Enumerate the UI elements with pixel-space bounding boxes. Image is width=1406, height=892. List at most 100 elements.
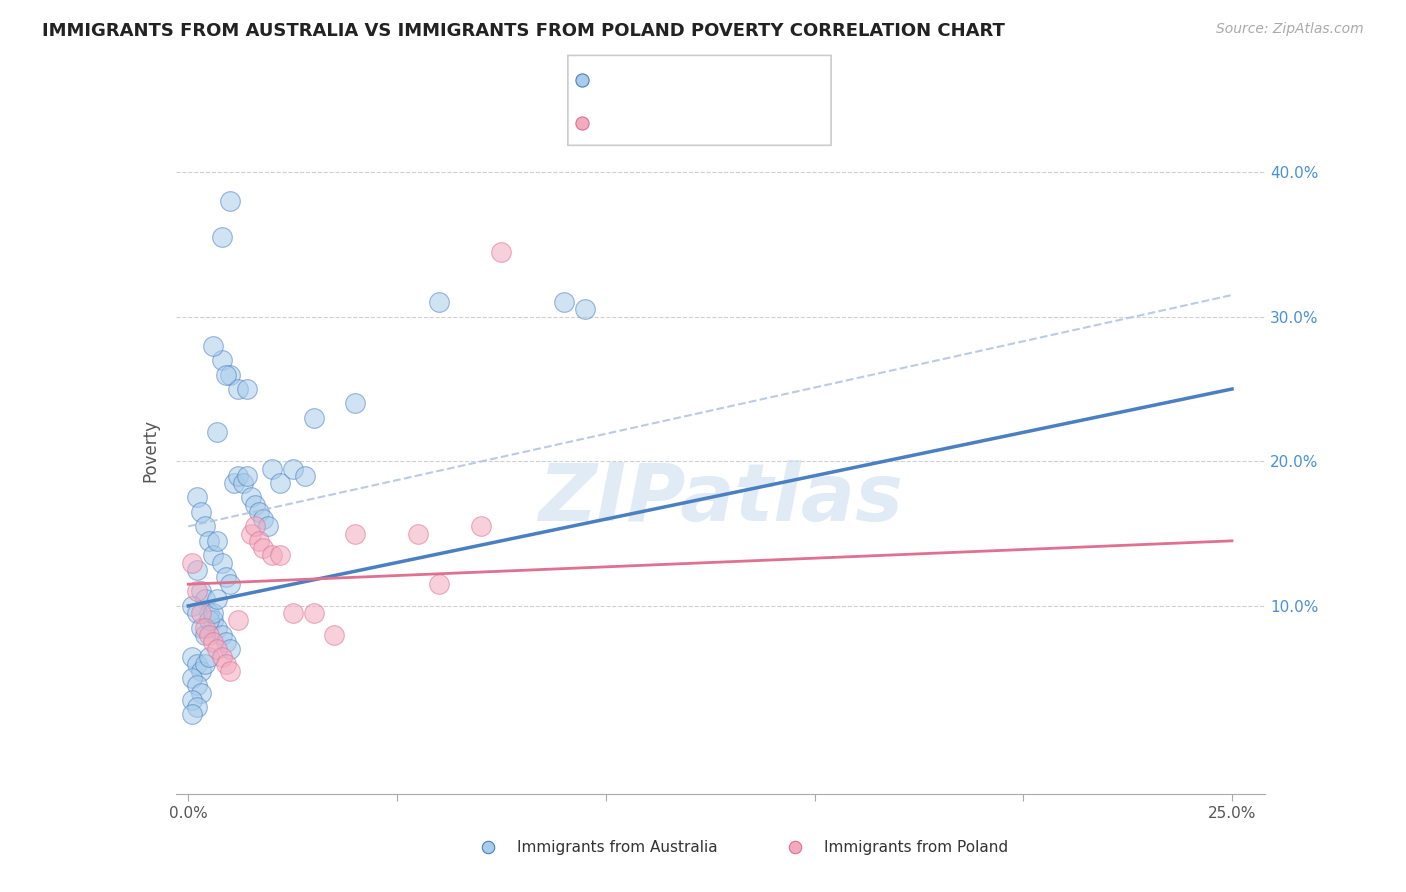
Point [269,549,291,563]
Point [574,302,596,317]
Point [294,468,316,483]
Point [406,526,429,541]
Point [239,526,262,541]
Point [181,693,204,707]
Point [181,599,204,613]
Text: N = 63: N = 63 [727,70,790,88]
Point [302,606,325,620]
Point [260,461,283,475]
Point [186,491,208,505]
Point [477,840,499,855]
Point [269,475,291,490]
Point [219,642,242,657]
Point [281,606,304,620]
Point [190,664,212,678]
Point [202,549,225,563]
Point [190,686,212,700]
Point [235,468,257,483]
Point [190,584,212,599]
Point [243,498,266,512]
Point [219,194,242,208]
Text: ZIPatlas: ZIPatlas [538,459,903,538]
Point [252,541,274,555]
Point [344,526,367,541]
Point [190,606,212,620]
Point [211,230,233,244]
Point [186,563,208,577]
Point [260,549,283,563]
Point [219,368,242,382]
Point [186,584,208,599]
Point [427,295,450,310]
Point [228,613,250,627]
Y-axis label: Poverty: Poverty [142,419,160,482]
Point [202,338,225,352]
Point [783,840,806,855]
Point [190,621,212,635]
Point [215,657,238,671]
Point [186,678,208,692]
Point [235,382,257,396]
Point [302,411,325,425]
Text: Immigrants from Poland: Immigrants from Poland [824,840,1008,855]
Point [198,628,221,642]
Point [215,635,238,649]
Point [181,649,204,664]
Text: Source: ZipAtlas.com: Source: ZipAtlas.com [1216,22,1364,37]
Point [194,628,217,642]
Point [198,533,221,548]
Point [202,635,225,649]
Point [202,613,225,627]
Point [211,353,233,368]
Point [247,533,270,548]
Point [198,606,221,620]
Point [571,116,593,130]
Point [571,72,593,87]
Point [219,664,242,678]
FancyBboxPatch shape [568,55,831,145]
Point [186,657,208,671]
Point [186,700,208,714]
Point [247,505,270,519]
Point [219,577,242,591]
Point [207,621,229,635]
Point [228,382,250,396]
Point [323,628,346,642]
Point [194,591,217,606]
Point [211,649,233,664]
Point [491,244,513,259]
Point [198,613,221,627]
Point [194,621,217,635]
Point [181,671,204,685]
Point [243,519,266,533]
Point [194,519,217,533]
Point [186,606,208,620]
Point [224,475,246,490]
Point [215,368,238,382]
Point [232,475,254,490]
Text: N = 32: N = 32 [727,114,790,132]
Point [198,649,221,664]
Point [190,505,212,519]
Point [181,556,204,570]
Point [211,628,233,642]
Point [252,512,274,526]
Point [239,491,262,505]
Text: R = 0.149: R = 0.149 [600,114,692,132]
Point [344,396,367,410]
Point [256,519,278,533]
Point [211,556,233,570]
Point [207,533,229,548]
Point [553,295,575,310]
Text: R = 0.307: R = 0.307 [600,70,690,88]
Point [228,468,250,483]
Point [207,642,229,657]
Point [202,606,225,620]
Point [207,591,229,606]
Point [427,577,450,591]
Point [281,461,304,475]
Text: IMMIGRANTS FROM AUSTRALIA VS IMMIGRANTS FROM POLAND POVERTY CORRELATION CHART: IMMIGRANTS FROM AUSTRALIA VS IMMIGRANTS … [42,22,1005,40]
Point [181,707,204,722]
Point [194,657,217,671]
Point [207,425,229,440]
